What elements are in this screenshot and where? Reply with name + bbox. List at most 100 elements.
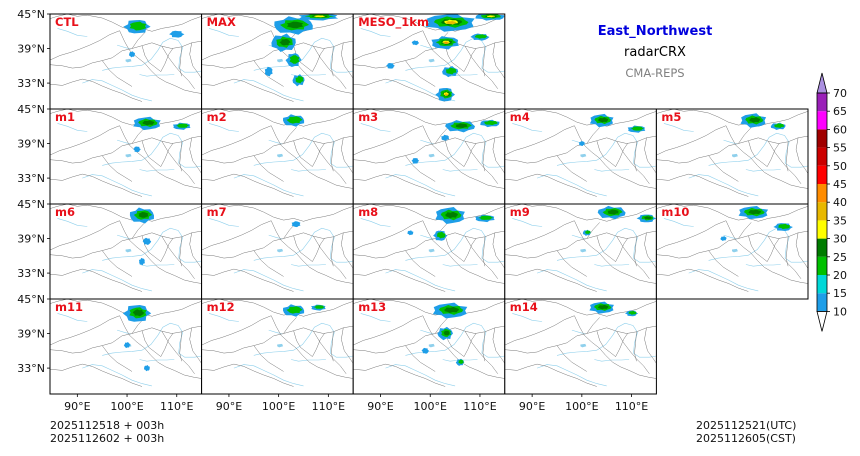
- echo-area: [142, 237, 152, 245]
- province-border: [464, 236, 499, 279]
- province-border: [50, 230, 202, 259]
- province-border: [556, 345, 587, 372]
- lake-shape: [732, 153, 738, 158]
- echo-area: [774, 123, 785, 128]
- province-border: [201, 268, 294, 292]
- province-border: [634, 141, 637, 172]
- echo-cell: [578, 141, 585, 146]
- map-panel-m3: m3: [352, 108, 506, 205]
- province-border: [353, 204, 505, 222]
- river-line: [536, 174, 607, 197]
- colorbar-tick-label: 55: [833, 142, 847, 155]
- river-line: [233, 364, 304, 387]
- river-line: [745, 169, 781, 172]
- province-border: [179, 236, 182, 267]
- panel-label: MESO_1km: [358, 15, 429, 30]
- lake-shape: [277, 58, 284, 63]
- lake-shape: [428, 343, 435, 348]
- lon-tick-label: 90°E: [64, 400, 90, 413]
- echo-cell: [773, 223, 793, 231]
- river-line: [209, 313, 239, 322]
- lat-tick-label: 45°N: [17, 293, 45, 306]
- echo-area: [123, 342, 131, 348]
- echo-cell: [625, 310, 639, 317]
- province-border: [616, 236, 650, 279]
- province-border: [492, 42, 505, 79]
- province-border: [504, 173, 597, 197]
- init-time-cst: 2025112602 + 003h: [50, 432, 165, 445]
- province-border: [161, 141, 195, 184]
- map-panel-ctl: CTL: [49, 13, 203, 110]
- river-line: [420, 329, 435, 335]
- province-border: [634, 331, 637, 362]
- colorbar-segment: [817, 129, 827, 148]
- river-line: [82, 364, 152, 387]
- lon-tick-label: 110°E: [160, 400, 193, 413]
- map-background: [353, 299, 505, 394]
- province-border: [785, 236, 789, 267]
- lake-shape: [277, 153, 284, 158]
- panel-label: CTL: [55, 15, 79, 29]
- map-background: [353, 109, 505, 204]
- province-border: [405, 155, 436, 182]
- province-border: [353, 109, 505, 127]
- province-border: [131, 222, 146, 239]
- echo-area: [444, 306, 460, 313]
- map-panel-m11: m11: [49, 298, 203, 395]
- colorbar-extend-min: [816, 310, 828, 332]
- map-panel-m5: m5: [655, 108, 809, 205]
- province-border: [50, 135, 202, 164]
- colorbar-segment: [817, 202, 827, 221]
- colorbar-segment: [817, 293, 827, 312]
- river-line: [102, 227, 202, 263]
- province-border: [353, 14, 505, 32]
- panel-label: m5: [661, 110, 681, 124]
- province-border: [201, 135, 354, 164]
- province-border: [596, 140, 628, 167]
- echo-area: [445, 67, 457, 75]
- province-border: [738, 222, 752, 239]
- lat-tick-label: 33°N: [17, 172, 45, 185]
- province-border: [504, 125, 575, 156]
- echo-cell: [431, 36, 459, 50]
- river-line: [420, 139, 435, 145]
- province-border: [353, 125, 423, 156]
- echo-area: [486, 15, 495, 18]
- province-border: [556, 155, 587, 182]
- province-border: [586, 127, 600, 144]
- echo-cell: [425, 14, 475, 32]
- province-border: [102, 155, 133, 182]
- province-border: [201, 230, 354, 259]
- colorbar-tick-label: 45: [833, 178, 847, 191]
- echo-cell: [455, 358, 465, 366]
- river-line: [442, 169, 478, 172]
- echo-cell: [433, 230, 448, 241]
- map-panel-meso-1km: MESO_1km: [352, 13, 506, 110]
- echo-cell: [129, 51, 135, 58]
- province-border: [482, 331, 486, 362]
- province-border: [201, 315, 272, 346]
- province-border: [504, 220, 575, 251]
- colorbar-tick-label: 65: [833, 105, 847, 118]
- province-border: [492, 327, 505, 364]
- echo-area: [129, 21, 147, 31]
- province-border: [767, 141, 802, 184]
- river-line: [82, 79, 152, 102]
- panel-label: m12: [207, 300, 235, 314]
- province-border: [616, 331, 650, 374]
- river-line: [571, 234, 586, 240]
- province-border: [341, 327, 354, 364]
- lon-tick-label: 90°E: [519, 400, 545, 413]
- echo-cell: [445, 120, 475, 133]
- panel-label: m1: [55, 110, 75, 124]
- lake-shape: [428, 248, 435, 253]
- province-border: [331, 331, 334, 362]
- province-border: [574, 315, 657, 379]
- echo-cell: [441, 134, 450, 141]
- panel-frame: [655, 203, 809, 300]
- colorbar-tick-label: 25: [833, 251, 847, 264]
- colorbar-segment: [817, 220, 827, 239]
- echo-cell: [169, 30, 185, 38]
- echo-cell: [740, 113, 767, 128]
